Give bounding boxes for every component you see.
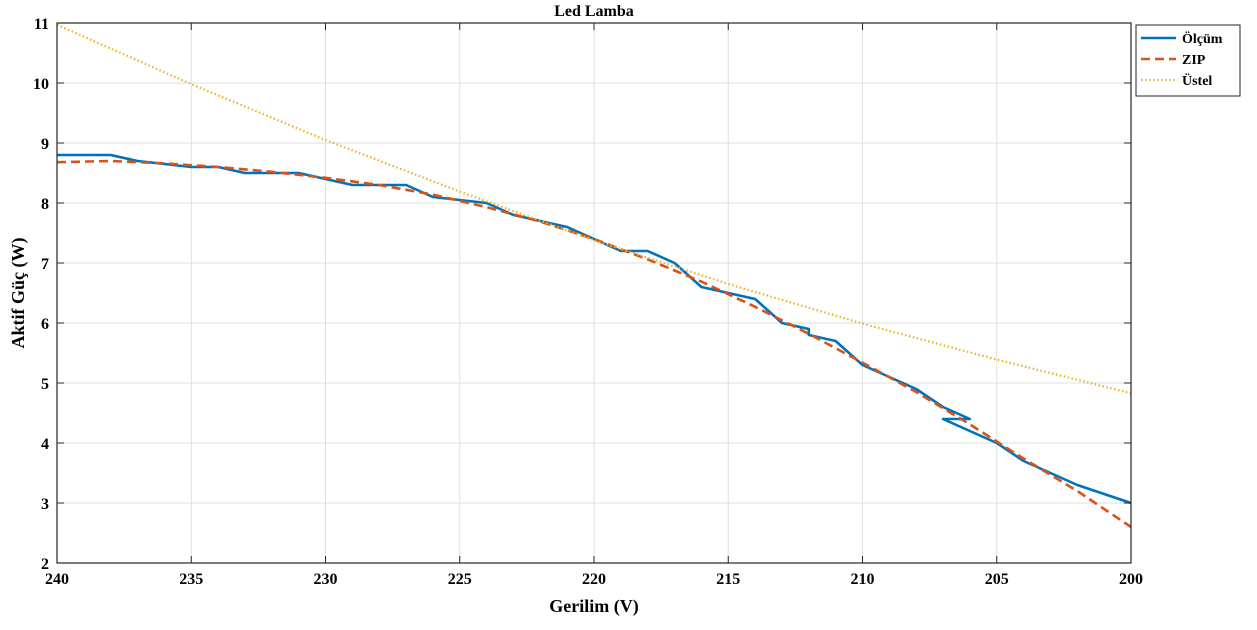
- y-tick-label: 2: [41, 556, 49, 573]
- series-line-dotted: [56, 23, 1132, 395]
- legend: Ölçüm ZIP Üstel: [1135, 24, 1241, 97]
- x-tick-label: 240: [45, 571, 69, 588]
- y-tick-label: 6: [41, 316, 49, 333]
- grid: [56, 22, 1132, 564]
- x-tick-label: 215: [716, 571, 740, 588]
- y-tick-label: 7: [41, 256, 49, 273]
- series-layer: [56, 23, 1132, 529]
- y-axis-title: Aktif Güç (W): [8, 238, 29, 349]
- x-tick-label: 225: [448, 571, 472, 588]
- x-tick-label: 210: [851, 571, 875, 588]
- y-tick-label: 9: [41, 136, 49, 153]
- x-tick-label: 235: [179, 571, 203, 588]
- x-tick-label: 220: [582, 571, 606, 588]
- y-tick-label: 3: [41, 496, 49, 513]
- y-tick-label: 10: [33, 76, 49, 93]
- legend-label: ZIP: [1182, 53, 1206, 68]
- y-tick-label: 11: [34, 16, 49, 33]
- series-line-dashed: [56, 159, 1132, 529]
- y-tick-label: 5: [41, 376, 49, 393]
- y-tick-label: 4: [41, 436, 49, 453]
- x-tick-label: 200: [1119, 571, 1143, 588]
- tick-layer: 240 235 230 225 220 215 210 205 200 2 3 4 5 6 7 8 9 10 11: [33, 16, 1143, 588]
- y-tick-label: 8: [41, 196, 49, 213]
- x-axis-title: Gerilim (V): [549, 596, 638, 617]
- legend-label: Üstel: [1182, 72, 1212, 89]
- legend-label: Ölçüm: [1182, 30, 1223, 47]
- chart-title: Led Lamba: [554, 3, 634, 20]
- x-tick-label: 230: [314, 571, 338, 588]
- x-tick-label: 205: [985, 571, 1009, 588]
